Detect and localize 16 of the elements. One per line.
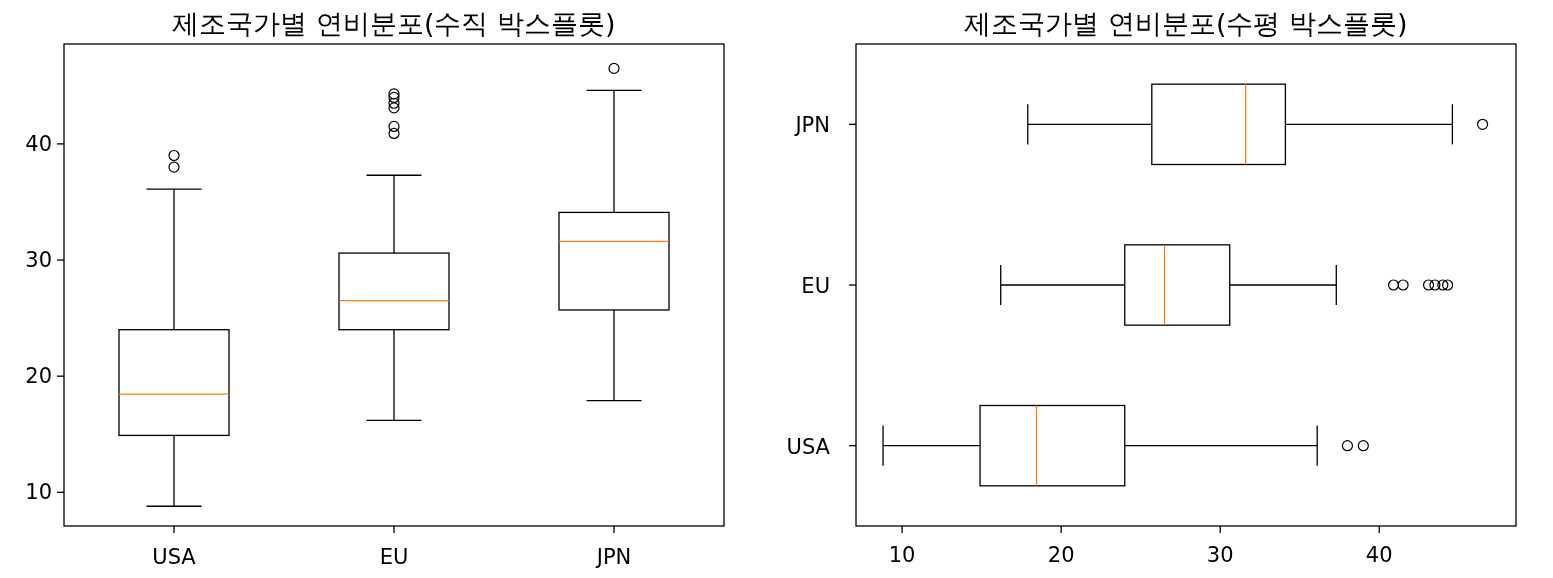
y-tick-label: EU	[801, 274, 830, 298]
chart-title: 제조국가별 연비분포(수평 박스플롯)	[964, 8, 1408, 39]
y-tick-label: 20	[25, 364, 52, 389]
y-tick-label: JPN	[793, 113, 830, 138]
x-tick-label: 20	[1047, 543, 1075, 567]
y-tick-label: 30	[25, 248, 52, 273]
y-tick-label: 10	[25, 480, 52, 505]
y-tick-label: USA	[786, 434, 831, 459]
x-tick-label: 40	[1365, 543, 1393, 567]
y-tick-label: 40	[25, 131, 52, 156]
x-tick-label: EU	[379, 545, 409, 569]
x-tick-label: JPN	[594, 545, 632, 569]
chart-title: 제조국가별 연비분포(수직 박스플롯)	[172, 8, 616, 39]
x-tick-label: 30	[1206, 543, 1234, 567]
x-tick-label: USA	[152, 545, 197, 569]
x-tick-label: 10	[888, 543, 916, 567]
